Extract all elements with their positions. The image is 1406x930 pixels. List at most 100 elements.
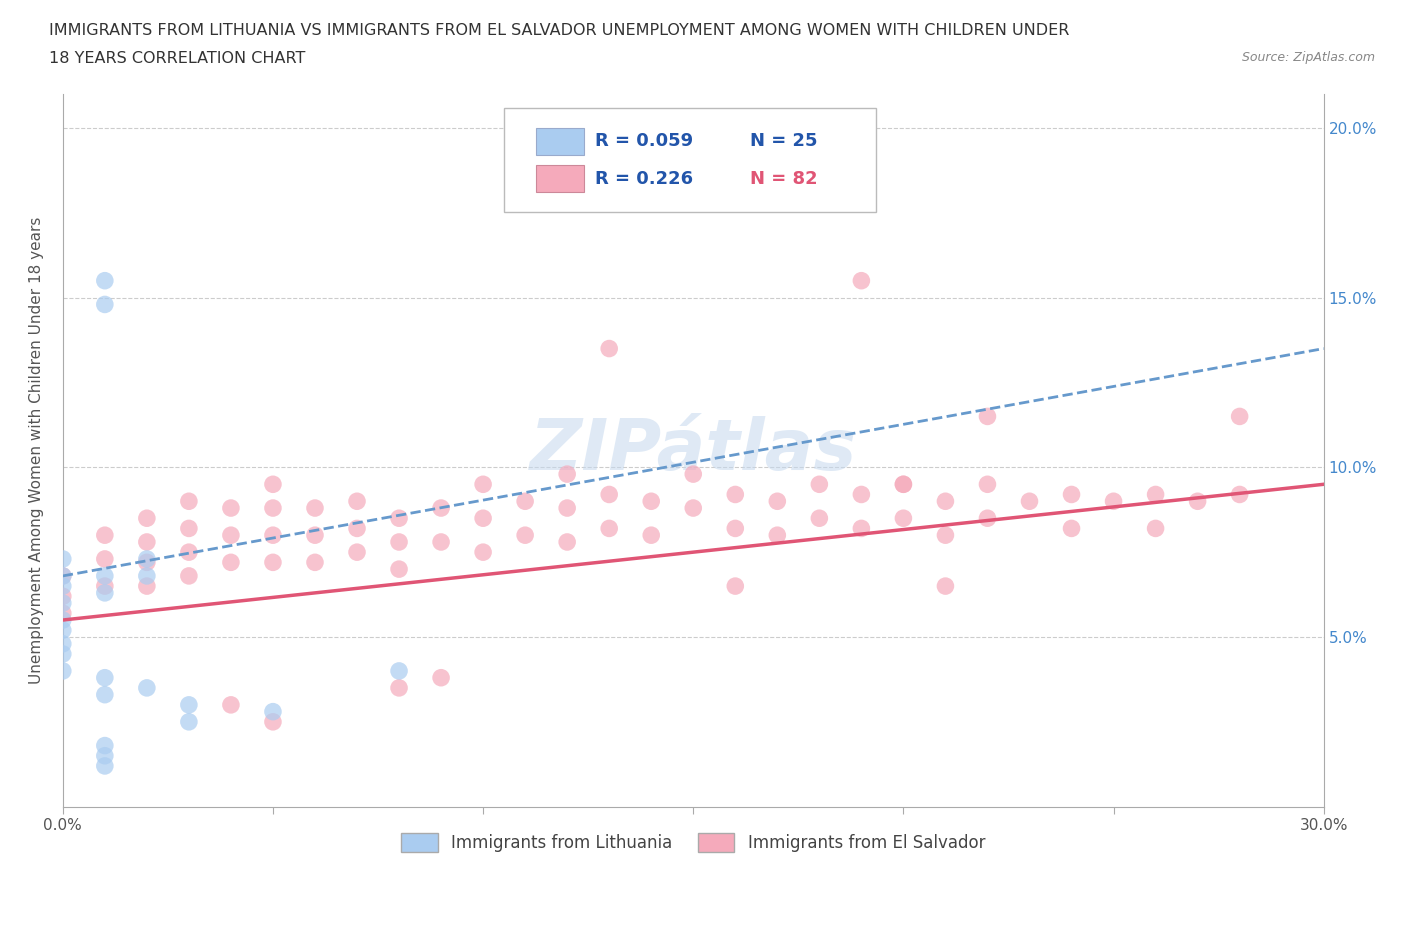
- Text: Source: ZipAtlas.com: Source: ZipAtlas.com: [1241, 51, 1375, 64]
- Point: [94, 738, 117, 753]
- Point: [177, 494, 200, 509]
- Point: [766, 494, 789, 509]
- Point: [976, 477, 998, 492]
- Point: [682, 467, 704, 482]
- Point: [262, 477, 284, 492]
- Point: [219, 698, 242, 712]
- Point: [177, 521, 200, 536]
- Point: [177, 568, 200, 583]
- FancyBboxPatch shape: [536, 127, 583, 154]
- Point: [1187, 494, 1209, 509]
- Point: [893, 477, 915, 492]
- Point: [262, 704, 284, 719]
- Point: [934, 494, 956, 509]
- Point: [177, 545, 200, 560]
- Point: [94, 759, 117, 774]
- Point: [893, 477, 915, 492]
- Point: [346, 545, 368, 560]
- Point: [976, 511, 998, 525]
- Point: [598, 521, 620, 536]
- Text: N = 25: N = 25: [749, 132, 817, 150]
- Point: [135, 578, 157, 593]
- Point: [513, 494, 536, 509]
- Point: [430, 500, 453, 515]
- Point: [724, 487, 747, 502]
- Point: [976, 409, 998, 424]
- Point: [304, 500, 326, 515]
- Text: ZIPátlas: ZIPátlas: [530, 416, 856, 485]
- Point: [640, 527, 662, 542]
- Point: [52, 595, 75, 610]
- Text: N = 82: N = 82: [749, 170, 818, 188]
- Point: [555, 467, 578, 482]
- Point: [388, 511, 411, 525]
- Point: [851, 521, 873, 536]
- Point: [94, 749, 117, 764]
- Point: [94, 527, 117, 542]
- Point: [135, 535, 157, 550]
- Point: [135, 568, 157, 583]
- Point: [1060, 521, 1083, 536]
- Point: [1229, 409, 1251, 424]
- Point: [724, 521, 747, 536]
- Point: [262, 527, 284, 542]
- Text: R = 0.059: R = 0.059: [595, 132, 693, 150]
- Point: [1102, 494, 1125, 509]
- Point: [52, 578, 75, 593]
- Point: [598, 341, 620, 356]
- Point: [472, 545, 495, 560]
- Point: [851, 273, 873, 288]
- Point: [893, 511, 915, 525]
- Legend: Immigrants from Lithuania, Immigrants from El Salvador: Immigrants from Lithuania, Immigrants fr…: [395, 827, 991, 859]
- Point: [94, 578, 117, 593]
- FancyBboxPatch shape: [536, 166, 583, 193]
- Point: [262, 555, 284, 570]
- Point: [1144, 521, 1167, 536]
- Point: [555, 535, 578, 550]
- Point: [177, 714, 200, 729]
- Point: [640, 494, 662, 509]
- Point: [388, 681, 411, 696]
- Point: [52, 646, 75, 661]
- Y-axis label: Unemployment Among Women with Children Under 18 years: Unemployment Among Women with Children U…: [30, 217, 44, 684]
- Point: [94, 551, 117, 566]
- Point: [135, 551, 157, 566]
- FancyBboxPatch shape: [505, 108, 876, 212]
- Point: [94, 671, 117, 685]
- Point: [430, 671, 453, 685]
- Point: [94, 568, 117, 583]
- Point: [388, 535, 411, 550]
- Point: [304, 527, 326, 542]
- Point: [219, 527, 242, 542]
- Point: [94, 586, 117, 601]
- Point: [135, 681, 157, 696]
- Point: [1229, 487, 1251, 502]
- Point: [135, 555, 157, 570]
- Point: [472, 511, 495, 525]
- Text: IMMIGRANTS FROM LITHUANIA VS IMMIGRANTS FROM EL SALVADOR UNEMPLOYMENT AMONG WOME: IMMIGRANTS FROM LITHUANIA VS IMMIGRANTS …: [49, 23, 1070, 38]
- Point: [555, 500, 578, 515]
- Point: [1018, 494, 1040, 509]
- Point: [262, 714, 284, 729]
- Point: [304, 555, 326, 570]
- Point: [724, 578, 747, 593]
- Point: [94, 687, 117, 702]
- Point: [388, 663, 411, 678]
- Point: [513, 527, 536, 542]
- Point: [52, 605, 75, 620]
- Point: [94, 273, 117, 288]
- Point: [1060, 487, 1083, 502]
- Text: 18 YEARS CORRELATION CHART: 18 YEARS CORRELATION CHART: [49, 51, 305, 66]
- Point: [851, 487, 873, 502]
- Point: [472, 477, 495, 492]
- Point: [808, 477, 831, 492]
- Point: [262, 500, 284, 515]
- Point: [52, 636, 75, 651]
- Point: [934, 578, 956, 593]
- Point: [430, 535, 453, 550]
- Point: [766, 527, 789, 542]
- Text: R = 0.226: R = 0.226: [595, 170, 693, 188]
- Point: [52, 589, 75, 604]
- Point: [808, 511, 831, 525]
- Point: [598, 487, 620, 502]
